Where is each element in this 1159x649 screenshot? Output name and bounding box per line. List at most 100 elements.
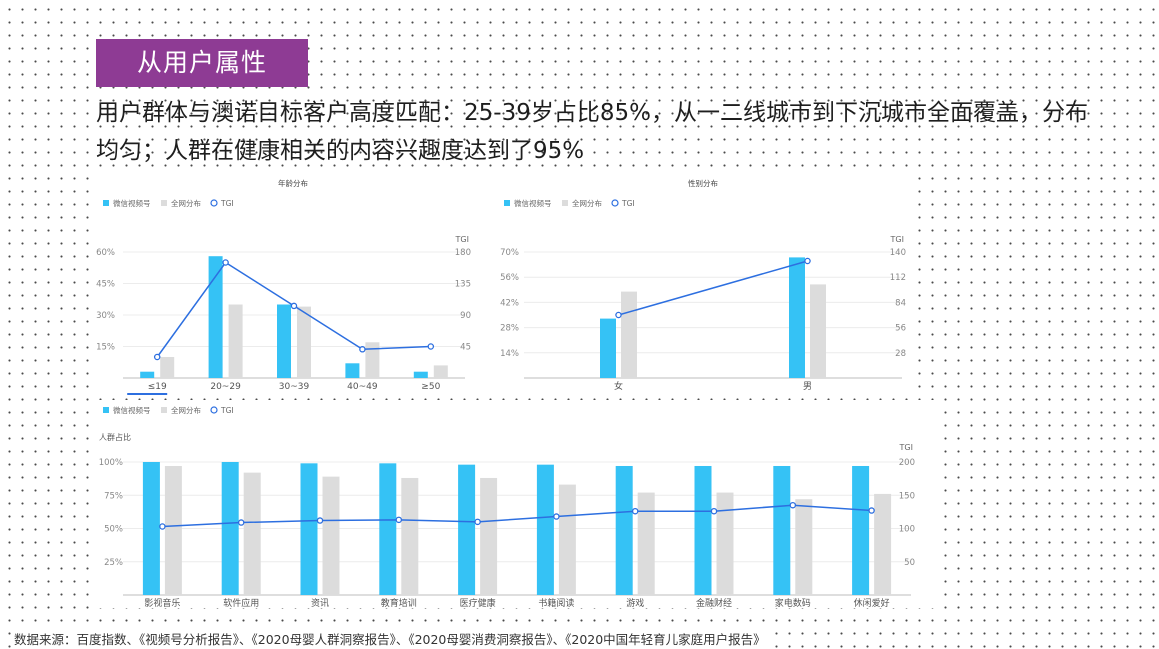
- y-tick-label: 14%: [500, 349, 519, 359]
- y-tick-label: 25%: [104, 558, 123, 568]
- y-axis-label: 人群占比: [99, 432, 131, 442]
- tgi-point: [222, 259, 229, 266]
- chart-title: 性别分布: [688, 178, 718, 188]
- y2-tick-label: 150: [899, 491, 915, 501]
- tgi-point: [159, 523, 166, 530]
- bar-network: [322, 476, 340, 595]
- legend-label: 微信视频号: [514, 198, 552, 208]
- y-tick-label: 45%: [96, 280, 115, 290]
- y2-tick-label: 100: [899, 525, 915, 535]
- tgi-point: [316, 517, 324, 524]
- y-tick-label: 56%: [500, 273, 519, 283]
- y-tick-label: 15%: [96, 343, 115, 353]
- legend-swatch-channel: [504, 200, 510, 206]
- x-tick-label: 游戏: [626, 597, 644, 608]
- tgi-point: [290, 302, 298, 310]
- bar-channel: [277, 304, 291, 378]
- bar-channel: [458, 464, 476, 595]
- legend-swatch-channel: [103, 407, 109, 413]
- bar-channel: [345, 363, 360, 378]
- bar-channel: [413, 371, 428, 378]
- x-tick-label: 教育培训: [381, 597, 417, 608]
- tgi-point: [615, 311, 622, 319]
- x-tick-label: 资讯: [311, 598, 329, 608]
- y-tick-label: 100%: [99, 458, 123, 468]
- bar-network: [480, 477, 498, 595]
- chart-title: 年龄分布: [278, 178, 308, 188]
- y2-tick-label: 90: [460, 311, 471, 321]
- gender-chart-panel: 性别分布 微信视频号 全网分布 TGI TGI 14% 28% 42% 56% 70% 28 56 84…: [494, 176, 912, 396]
- bar-channel: [300, 463, 318, 595]
- bar-channel: [379, 463, 397, 595]
- tgi-point: [868, 507, 875, 514]
- x-tick-label: 休闲爱好: [854, 597, 890, 608]
- x-tick-label: 软件应用: [223, 597, 259, 608]
- tgi-point: [474, 518, 481, 526]
- legend-label: 全网分布: [572, 198, 602, 208]
- legend-swatch-tgi: [210, 199, 218, 207]
- y-tick-label: 70%: [500, 248, 519, 258]
- legend-label: 全网分布: [171, 198, 201, 208]
- tgi-point: [153, 353, 161, 361]
- y2-axis-label: TGI: [890, 235, 904, 244]
- bar-channel: [852, 465, 870, 595]
- y2-tick-label: 112: [890, 273, 906, 283]
- x-tick-label: 医疗健康: [460, 597, 496, 608]
- x-tick-label: 金融财经: [696, 597, 732, 608]
- bar-channel: [600, 318, 616, 378]
- bar-network: [401, 477, 419, 595]
- bar-channel: [615, 465, 633, 595]
- tgi-point: [395, 516, 403, 524]
- tgi-point: [789, 501, 797, 509]
- interest-distribution-chart: 微信视频号 全网分布 TGI 人群占比 TGI 25% 50% 75% 100% 50 100 150…: [99, 405, 915, 608]
- x-tick-label: 男: [803, 381, 812, 392]
- x-tick-label: 书籍阅读: [538, 597, 574, 608]
- y2-tick-label: 56: [895, 324, 906, 334]
- bar-network: [716, 492, 734, 595]
- tgi-point: [804, 257, 811, 265]
- legend-label: TGI: [220, 199, 234, 208]
- tgi-point: [237, 519, 245, 526]
- interest-chart-panel: 微信视频号 全网分布 TGI 人群占比 TGI 25% 50% 75% 100% 50 100 150…: [93, 400, 941, 608]
- x-tick-label: 影视音乐: [144, 597, 180, 608]
- y2-tick-label: 140: [890, 248, 906, 258]
- bar-channel: [789, 257, 805, 378]
- x-tick-label: ≥50: [421, 382, 440, 392]
- x-tick-label: 30~39: [279, 382, 310, 392]
- bar-network: [621, 291, 637, 378]
- headline: 用户群体与澳诺目标客户高度匹配：25-39岁占比85%，从一二线城市到下沉城市全…: [96, 100, 1088, 164]
- legend-swatch-tgi: [611, 199, 619, 207]
- x-tick-label: 女: [614, 380, 623, 392]
- section-tag: 从用户属性: [96, 39, 308, 87]
- bar-network: [810, 284, 826, 378]
- bar-network: [228, 304, 243, 378]
- bar-network: [874, 493, 892, 595]
- legend-swatch-network: [562, 200, 568, 206]
- tgi-line: [156, 261, 431, 358]
- tgi-point: [710, 507, 718, 515]
- legend-swatch-network: [161, 407, 167, 413]
- y2-tick-label: 50: [904, 558, 915, 568]
- y-tick-label: 42%: [500, 298, 519, 308]
- y-tick-label: 75%: [104, 491, 123, 501]
- x-tick-label: ≤19: [148, 382, 167, 392]
- y2-axis-label: TGI: [899, 443, 913, 452]
- bar-network: [160, 357, 175, 378]
- legend-swatch-channel: [103, 200, 109, 206]
- bar-channel: [221, 462, 239, 595]
- tgi-point: [553, 513, 560, 520]
- tgi-point: [359, 346, 366, 353]
- y2-tick-label: 84: [895, 298, 906, 308]
- legend-label: 微信视频号: [113, 405, 151, 415]
- y2-tick-label: 200: [899, 458, 915, 468]
- y2-tick-label: 135: [455, 280, 471, 290]
- legend-label: 微信视频号: [113, 198, 151, 208]
- bar-network: [433, 365, 448, 378]
- x-tick-label: 20~29: [210, 382, 241, 392]
- legend-swatch-tgi: [210, 406, 218, 414]
- legend-label: 全网分布: [171, 405, 201, 415]
- age-chart-panel: 年龄分布 微信视频号 全网分布 TGI TGI 15% 30% 45% 60% 45 90 135 18…: [93, 176, 493, 396]
- y2-tick-label: 180: [455, 248, 471, 258]
